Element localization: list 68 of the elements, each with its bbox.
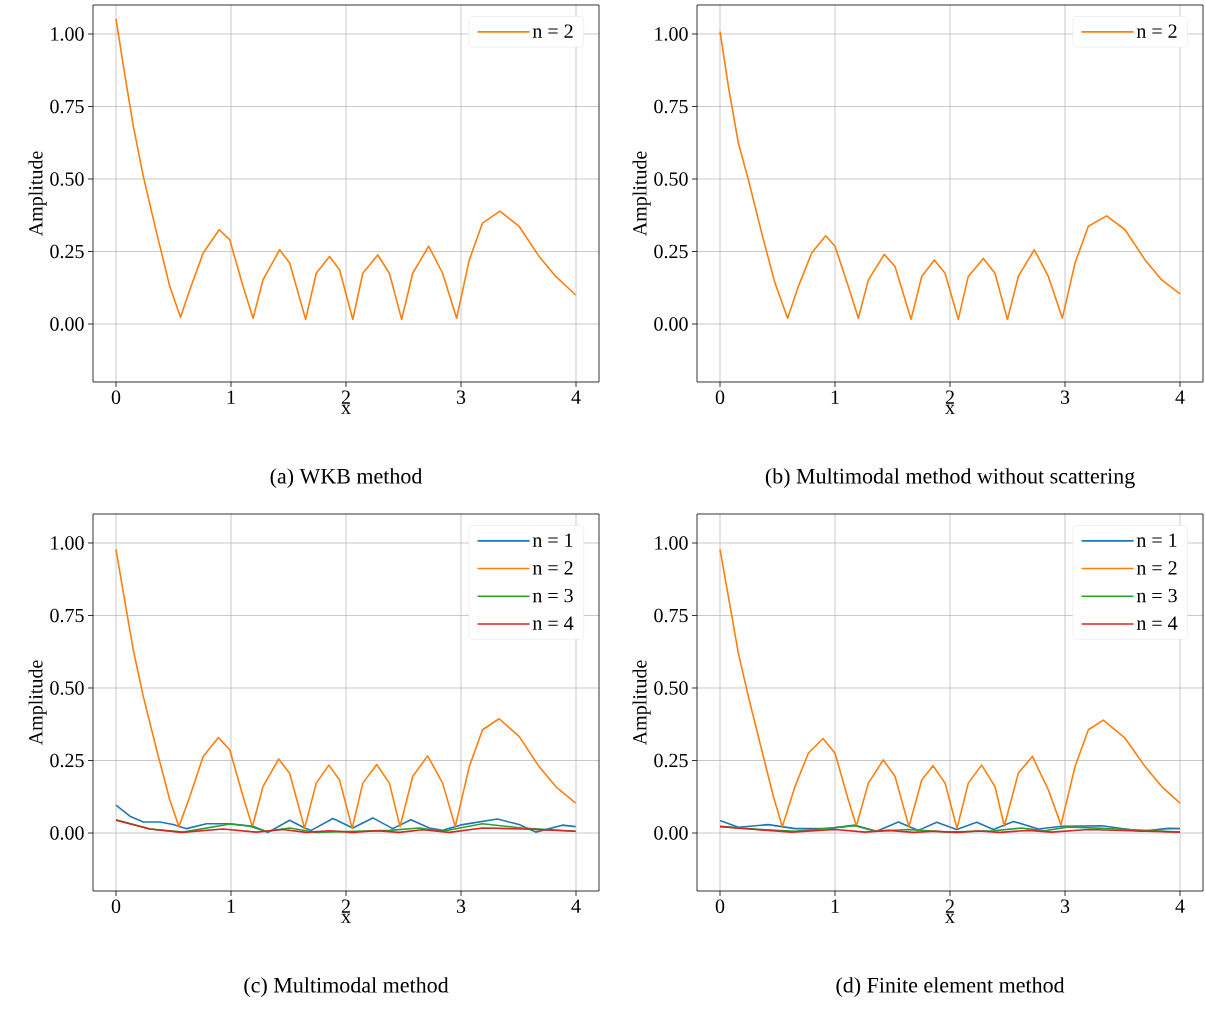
y-tick-label: 0.25 [50, 753, 84, 768]
y-tick-label: 1.00 [655, 27, 688, 41]
y-tick-label: 0.00 [654, 317, 688, 331]
y-tick-label: 1.00 [51, 27, 84, 41]
legend-label: n = 4 [532, 616, 574, 630]
x-axis-title: x [945, 404, 955, 415]
x-tick-label: 2 [341, 899, 350, 913]
line-series [115, 548, 577, 830]
y-tick-label: 1.00 [51, 536, 84, 550]
x-tick-label: 0 [111, 390, 121, 405]
line-series [115, 818, 577, 834]
y-tick-label: 0.50 [50, 172, 84, 186]
x-tick-label: 3 [1060, 899, 1070, 913]
x-tick-label: 0 [111, 899, 121, 914]
line-series [719, 548, 1181, 830]
x-tick-label: 4 [571, 390, 581, 404]
x-tick-label: 4 [1175, 390, 1185, 404]
y-tick-label: 0.50 [654, 681, 688, 695]
y-tick-label: 0.75 [50, 99, 84, 114]
x-axis-title: x [945, 913, 955, 924]
y-tick-label: 0.25 [654, 753, 688, 768]
x-tick-label: 4 [1175, 899, 1185, 913]
y-tick-label: 0.25 [50, 244, 84, 259]
legend-label: n = 2 [1136, 24, 1177, 38]
x-tick-label: 2 [341, 390, 350, 404]
y-tick-label: 0.75 [50, 608, 84, 623]
y-axis-title: Amplitude [28, 660, 47, 746]
y-tick-label: 0.50 [654, 172, 688, 186]
legend-label: n = 4 [1136, 616, 1178, 630]
line-series [719, 819, 1181, 833]
x-tick-label: 3 [1060, 390, 1070, 404]
y-tick-label: 1.00 [655, 536, 688, 550]
legend-label: n = 2 [532, 561, 573, 575]
y-tick-label: 0.25 [654, 244, 688, 259]
y-axis-title: Amplitude [632, 151, 651, 237]
y-tick-label: 0.00 [654, 826, 688, 840]
y-tick-label: 0.00 [50, 317, 84, 331]
x-tick-label: 2 [945, 390, 954, 404]
y-axis-title: Amplitude [632, 660, 651, 746]
y-tick-label: 0.00 [50, 826, 84, 840]
legend-label: n = 1 [1136, 533, 1177, 547]
x-axis-title: x [341, 913, 351, 924]
line-series [115, 18, 577, 321]
x-tick-label: 3 [456, 390, 466, 404]
y-axis-title: Amplitude [28, 151, 47, 237]
x-tick-label: 1 [831, 899, 839, 913]
legend-label: n = 3 [532, 588, 573, 603]
x-tick-label: 1 [227, 899, 235, 913]
x-tick-label: 1 [831, 390, 839, 404]
x-tick-label: 1 [227, 390, 235, 404]
x-tick-label: 2 [945, 899, 954, 913]
legend-label: n = 3 [1136, 588, 1177, 603]
x-tick-label: 0 [715, 899, 725, 914]
y-tick-label: 0.75 [654, 608, 688, 623]
text: (d) Finite element method [836, 977, 1065, 998]
legend-label: n = 1 [532, 533, 573, 547]
y-tick-label: 0.75 [654, 99, 688, 114]
text: (c) Multimodal method [244, 977, 449, 998]
text: (b) Multimodal method without scattering [765, 468, 1135, 489]
y-tick-label: 0.50 [50, 681, 84, 695]
legend-label: n = 2 [1136, 561, 1177, 575]
x-tick-label: 4 [571, 899, 581, 913]
x-tick-label: 3 [456, 899, 466, 913]
legend-label: n = 2 [532, 24, 573, 38]
line-series [115, 804, 577, 834]
x-tick-label: 0 [715, 390, 725, 405]
text: (a) WKB method [270, 468, 423, 489]
x-axis-title: x [341, 404, 351, 415]
